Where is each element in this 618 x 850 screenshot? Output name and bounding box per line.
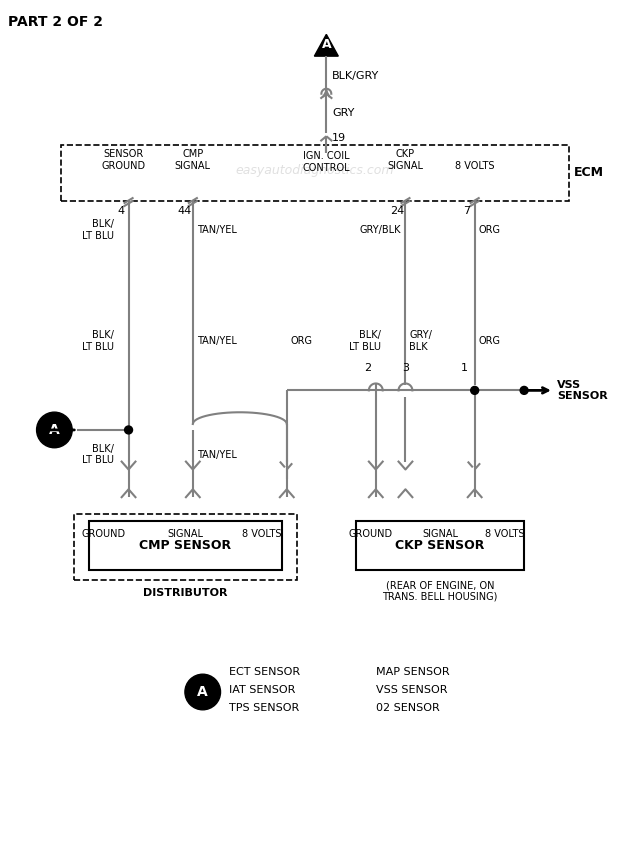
Text: 24: 24 [391,207,405,217]
Text: IGN. COIL
CONTROL: IGN. COIL CONTROL [303,151,350,173]
Text: GRY/
BLK: GRY/ BLK [409,330,432,352]
Text: BLK/
LT BLU: BLK/ LT BLU [82,444,114,466]
Text: easyautodiagnostics.com: easyautodiagnostics.com [235,164,394,178]
Text: 1: 1 [461,363,468,372]
Text: BLK/
LT BLU: BLK/ LT BLU [349,330,381,352]
Text: GRY/BLK: GRY/BLK [360,225,402,235]
Text: CMP SENSOR: CMP SENSOR [139,539,232,552]
Text: GROUND: GROUND [82,529,126,539]
Text: VSS
SENSOR: VSS SENSOR [557,380,607,401]
Text: ECT SENSOR: ECT SENSOR [229,667,300,677]
FancyBboxPatch shape [74,514,297,581]
Text: CKP SENSOR: CKP SENSOR [396,539,485,552]
Text: A: A [197,685,208,699]
Text: 4: 4 [117,207,124,217]
Text: 3: 3 [402,363,409,372]
Text: SIGNAL: SIGNAL [167,529,203,539]
Circle shape [185,674,221,710]
Bar [89,521,282,570]
Text: TPS SENSOR: TPS SENSOR [229,703,300,713]
FancyBboxPatch shape [61,145,569,201]
Circle shape [520,387,528,394]
Text: (REAR OF ENGINE, ON
TRANS. BELL HOUSING): (REAR OF ENGINE, ON TRANS. BELL HOUSING) [383,581,497,602]
Text: 7: 7 [464,207,470,217]
Text: 02 SENSOR: 02 SENSOR [376,703,439,713]
Text: TAN/YEL: TAN/YEL [197,225,237,235]
Text: GRY: GRY [332,109,355,118]
Text: TAN/YEL: TAN/YEL [197,336,237,346]
Text: SENSOR
GROUND: SENSOR GROUND [101,150,146,171]
Text: TAN/YEL: TAN/YEL [197,450,237,460]
Text: BLK/
LT BLU: BLK/ LT BLU [82,219,114,241]
Text: ECM: ECM [574,167,604,179]
Text: A: A [49,423,60,437]
Text: PART 2 OF 2: PART 2 OF 2 [8,14,103,29]
Text: CKP
SIGNAL: CKP SIGNAL [387,150,423,171]
Text: 8 VOLTS: 8 VOLTS [242,529,282,539]
Text: 19: 19 [332,133,347,143]
Text: DISTRIBUTOR: DISTRIBUTOR [143,588,227,598]
Text: A: A [321,37,331,51]
Text: IAT SENSOR: IAT SENSOR [229,685,296,695]
Text: VSS SENSOR: VSS SENSOR [376,685,447,695]
Text: ORG: ORG [478,336,501,346]
Circle shape [471,387,478,394]
Text: 8 VOLTS: 8 VOLTS [455,161,494,171]
Circle shape [36,412,72,448]
Text: GROUND: GROUND [349,529,393,539]
Text: 2: 2 [365,363,371,372]
Text: BLK/
LT BLU: BLK/ LT BLU [82,330,114,352]
Text: CMP
SIGNAL: CMP SIGNAL [175,150,211,171]
Text: BLK/GRY: BLK/GRY [332,71,379,81]
Circle shape [125,426,132,434]
Polygon shape [315,34,338,56]
Text: 44: 44 [178,207,192,217]
Text: ORG: ORG [290,336,313,346]
Text: ORG: ORG [478,225,501,235]
Text: SIGNAL: SIGNAL [422,529,458,539]
Bar [356,521,524,570]
Text: MAP SENSOR: MAP SENSOR [376,667,449,677]
Text: 8 VOLTS: 8 VOLTS [485,529,524,539]
